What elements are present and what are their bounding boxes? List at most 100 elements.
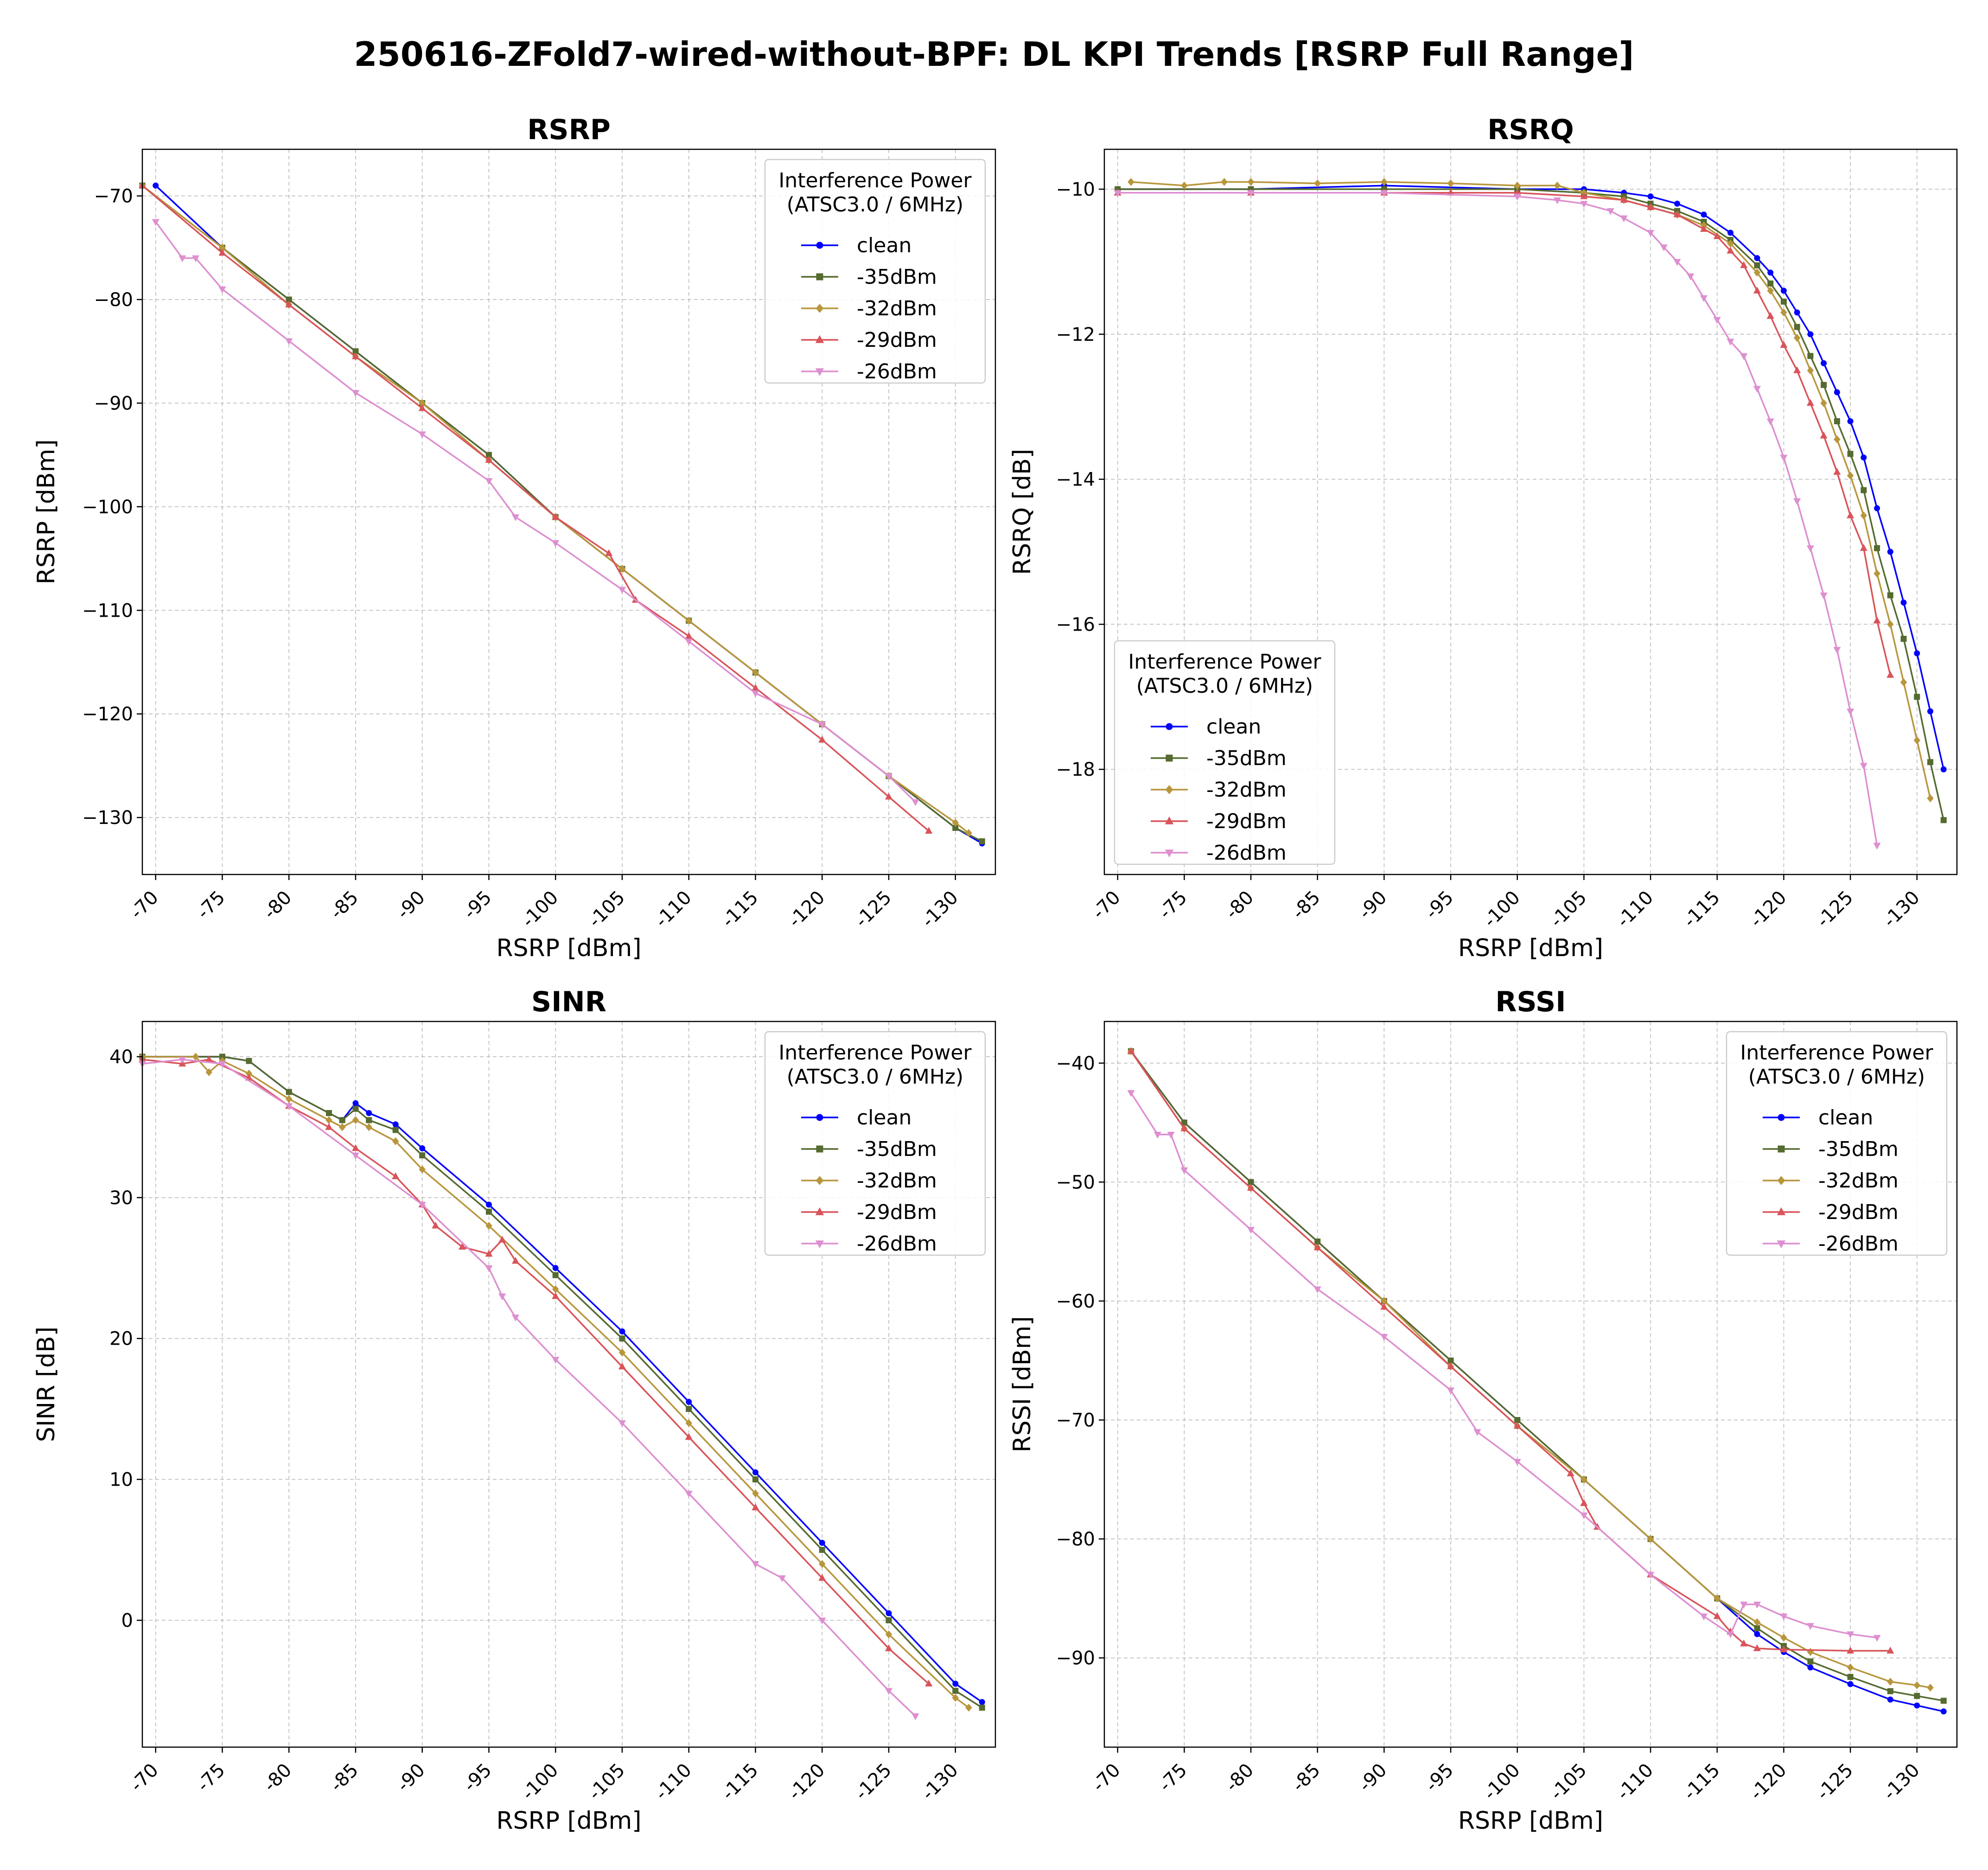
legend: Interference Power(ATSC3.0 / 6MHz) clean -… <box>764 1031 986 1256</box>
data-point <box>1753 1602 1761 1608</box>
x-axis-label: RSRP [dBm] <box>496 1807 641 1835</box>
data-point <box>1247 190 1255 197</box>
data-point <box>1780 287 1787 294</box>
y-tick-label: −10 <box>1056 179 1095 200</box>
data-point <box>1380 1334 1388 1341</box>
data-point <box>911 1713 919 1720</box>
data-point <box>552 1292 560 1299</box>
legend-label: -35dBm <box>1206 747 1287 770</box>
data-point <box>218 249 226 256</box>
legend-marker <box>1165 785 1173 794</box>
data-point <box>339 1117 345 1123</box>
data-point <box>1620 215 1628 223</box>
data-point <box>752 1503 759 1511</box>
data-point <box>1713 1612 1721 1619</box>
data-point <box>1647 193 1654 200</box>
y-tick-label: −70 <box>94 186 133 207</box>
legend-marker <box>815 368 824 377</box>
data-point <box>1381 178 1388 186</box>
data-point <box>1701 211 1707 218</box>
y-tick-label: −12 <box>1056 324 1095 345</box>
data-point <box>1794 309 1800 316</box>
legend-entry: clean <box>801 1106 911 1130</box>
data-point <box>1780 1613 1788 1621</box>
y-tick-label: −80 <box>94 289 133 311</box>
series-line <box>1117 192 1878 846</box>
legend-label: -35dBm <box>857 1137 937 1161</box>
data-point <box>1513 193 1521 201</box>
legend-marker <box>1778 1114 1785 1121</box>
data-point <box>1473 1429 1481 1436</box>
data-point <box>365 1123 373 1131</box>
data-point <box>1713 232 1721 239</box>
data-point <box>1887 592 1893 599</box>
data-point <box>1673 259 1681 266</box>
data-point <box>1766 312 1774 319</box>
data-point <box>952 1680 959 1687</box>
data-point <box>1727 338 1734 346</box>
legend-label: clean <box>1206 715 1261 739</box>
data-point <box>552 540 560 547</box>
subplot-title: RSRP <box>527 114 611 146</box>
data-point <box>952 818 959 827</box>
legend-title: (ATSC3.0 / 6MHz) <box>1136 674 1313 698</box>
data-point <box>1914 694 1920 700</box>
data-point <box>752 1469 759 1475</box>
data-point <box>1687 273 1695 281</box>
data-point <box>911 799 919 806</box>
legend-label: -29dBm <box>1818 1200 1899 1224</box>
data-point <box>1714 1594 1721 1602</box>
data-point <box>153 182 159 189</box>
data-point <box>246 1058 252 1064</box>
legend-label: -26dBm <box>857 360 937 383</box>
data-point <box>1847 418 1854 424</box>
data-point <box>1873 842 1881 850</box>
data-point <box>818 1574 826 1581</box>
data-point <box>1647 230 1655 237</box>
data-point <box>619 1328 625 1335</box>
data-point <box>326 1110 332 1117</box>
legend-title: (ATSC3.0 / 6MHz) <box>1748 1065 1925 1089</box>
series--35dBm <box>139 1053 985 1711</box>
data-point <box>1740 1639 1748 1647</box>
y-tick-label: −90 <box>1056 1648 1095 1669</box>
subplot-title: RSRQ <box>1487 114 1574 146</box>
legend-label: clean <box>1818 1106 1873 1130</box>
data-point <box>1580 1499 1588 1506</box>
data-point <box>1767 280 1774 287</box>
data-point <box>1314 1238 1321 1245</box>
data-point <box>886 1610 892 1616</box>
data-point <box>1580 201 1588 208</box>
data-point <box>1767 287 1774 295</box>
data-point <box>619 1335 625 1342</box>
y-tick-label: −60 <box>1056 1291 1095 1312</box>
subplot-sinr: -70 -75 -80 -85 -90 -95 -100 -105 -110 -115 -120 -1… <box>32 986 996 1835</box>
legend-entry: -29dBm <box>1151 810 1287 833</box>
subplot-rsrp: -70 -75 -80 -85 -90 -95 -100 -105 -110 -115 -120 -1… <box>32 114 996 962</box>
data-point <box>1447 179 1454 188</box>
data-point <box>752 690 759 697</box>
data-point <box>618 1420 626 1427</box>
data-point <box>498 1293 506 1301</box>
data-point <box>1940 817 1947 823</box>
data-point <box>1753 1644 1761 1651</box>
legend-entry: -32dBm <box>801 1169 937 1193</box>
y-tick-label: −130 <box>82 807 133 829</box>
y-axis-label: RSSI [dBm] <box>1008 1316 1036 1453</box>
data-point <box>778 1575 786 1583</box>
data-point <box>1114 190 1121 197</box>
legend-title: Interference Power <box>778 169 972 192</box>
legend: Interference Power(ATSC3.0 / 6MHz) clean -… <box>764 159 986 384</box>
axes-frame <box>141 1021 996 1748</box>
data-point <box>752 1489 759 1498</box>
data-point <box>366 1117 372 1123</box>
data-point <box>1927 708 1934 715</box>
data-point <box>352 1105 359 1112</box>
data-point <box>1793 334 1801 342</box>
data-point <box>511 1257 520 1264</box>
data-point <box>1754 255 1760 262</box>
y-tick-label: 20 <box>109 1328 133 1350</box>
data-point <box>1887 1688 1893 1694</box>
data-point <box>1314 179 1321 188</box>
